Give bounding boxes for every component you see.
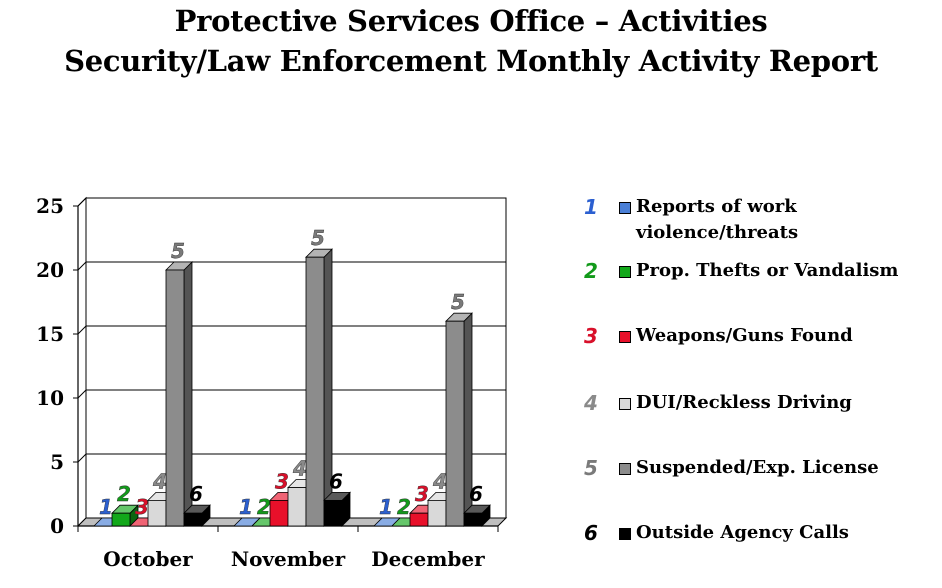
bar (427, 499, 447, 527)
y-tick-label: 20 (36, 258, 64, 282)
legend-swatch (619, 528, 631, 540)
bar (323, 499, 343, 527)
y-tick-label: 10 (36, 386, 64, 410)
legend-swatch (619, 331, 631, 343)
bar-data-label: 6 (189, 482, 203, 506)
gridline (77, 453, 87, 463)
x-tick-label: December (371, 547, 485, 571)
legend-number: 4 (584, 391, 598, 415)
bar-data-label: 4 (292, 457, 307, 481)
gridline (77, 197, 87, 207)
legend-label: Suspended/Exp. License (636, 457, 879, 478)
bar-data-label: 2 (117, 482, 131, 506)
bar (269, 499, 289, 527)
bar-data-label: 1 (379, 495, 393, 519)
bar-data-label: 1 (99, 495, 113, 519)
bar (463, 512, 483, 527)
legend-number: 1 (584, 195, 598, 219)
bar-data-label: 2 (397, 495, 411, 519)
bar (305, 256, 325, 527)
bar-data-label: 4 (152, 469, 167, 493)
side-wall (77, 196, 87, 528)
y-tick-label: 0 (50, 514, 64, 538)
bar (111, 512, 131, 527)
bar (183, 512, 203, 527)
bar (409, 512, 429, 527)
gridline (77, 389, 87, 399)
legend-label: Weapons/Guns Found (636, 325, 853, 346)
gridline (77, 325, 87, 335)
bar (147, 499, 167, 527)
gridline (77, 261, 87, 271)
x-tick-label: November (231, 547, 346, 571)
back-wall (85, 197, 507, 519)
legend-number: 2 (584, 259, 598, 283)
bar-data-label: 1 (239, 495, 253, 519)
legend-label: Reports of work violence/threats (636, 196, 799, 243)
bar (287, 487, 307, 527)
bar-data-label: 5 (171, 239, 185, 263)
x-tick-label: October (103, 547, 193, 571)
y-tick-label: 5 (50, 450, 64, 474)
chart-title: Protective Services Office – Activities (174, 4, 768, 38)
chart-subtitle: Security/Law Enforcement Monthly Activit… (64, 44, 878, 78)
bar-data-label: 6 (329, 469, 343, 493)
bar-data-label: 6 (469, 482, 483, 506)
bar-data-label: 4 (432, 469, 447, 493)
legend-number: 5 (584, 456, 598, 480)
legend-swatch (619, 202, 631, 214)
bar-data-label: 3 (135, 495, 149, 519)
bar (445, 320, 465, 527)
bar-data-label: 3 (275, 469, 289, 493)
legend-swatch (619, 266, 631, 278)
legend-number: 3 (584, 324, 598, 348)
bar-data-label: 2 (257, 495, 271, 519)
legend-label: Prop. Thefts or Vandalism (636, 260, 899, 281)
bar-data-label: 5 (311, 226, 325, 250)
legend-swatch (619, 398, 631, 410)
legend-number: 6 (584, 521, 598, 545)
legend-swatch (619, 463, 631, 475)
y-tick-label: 15 (36, 322, 64, 346)
legend-label: DUI/Reckless Driving (636, 392, 852, 413)
bar-data-label: 3 (415, 482, 429, 506)
bar (165, 269, 185, 527)
legend-label: Outside Agency Calls (636, 522, 849, 543)
bar-data-label: 5 (451, 290, 465, 314)
y-tick-label: 25 (36, 194, 64, 218)
